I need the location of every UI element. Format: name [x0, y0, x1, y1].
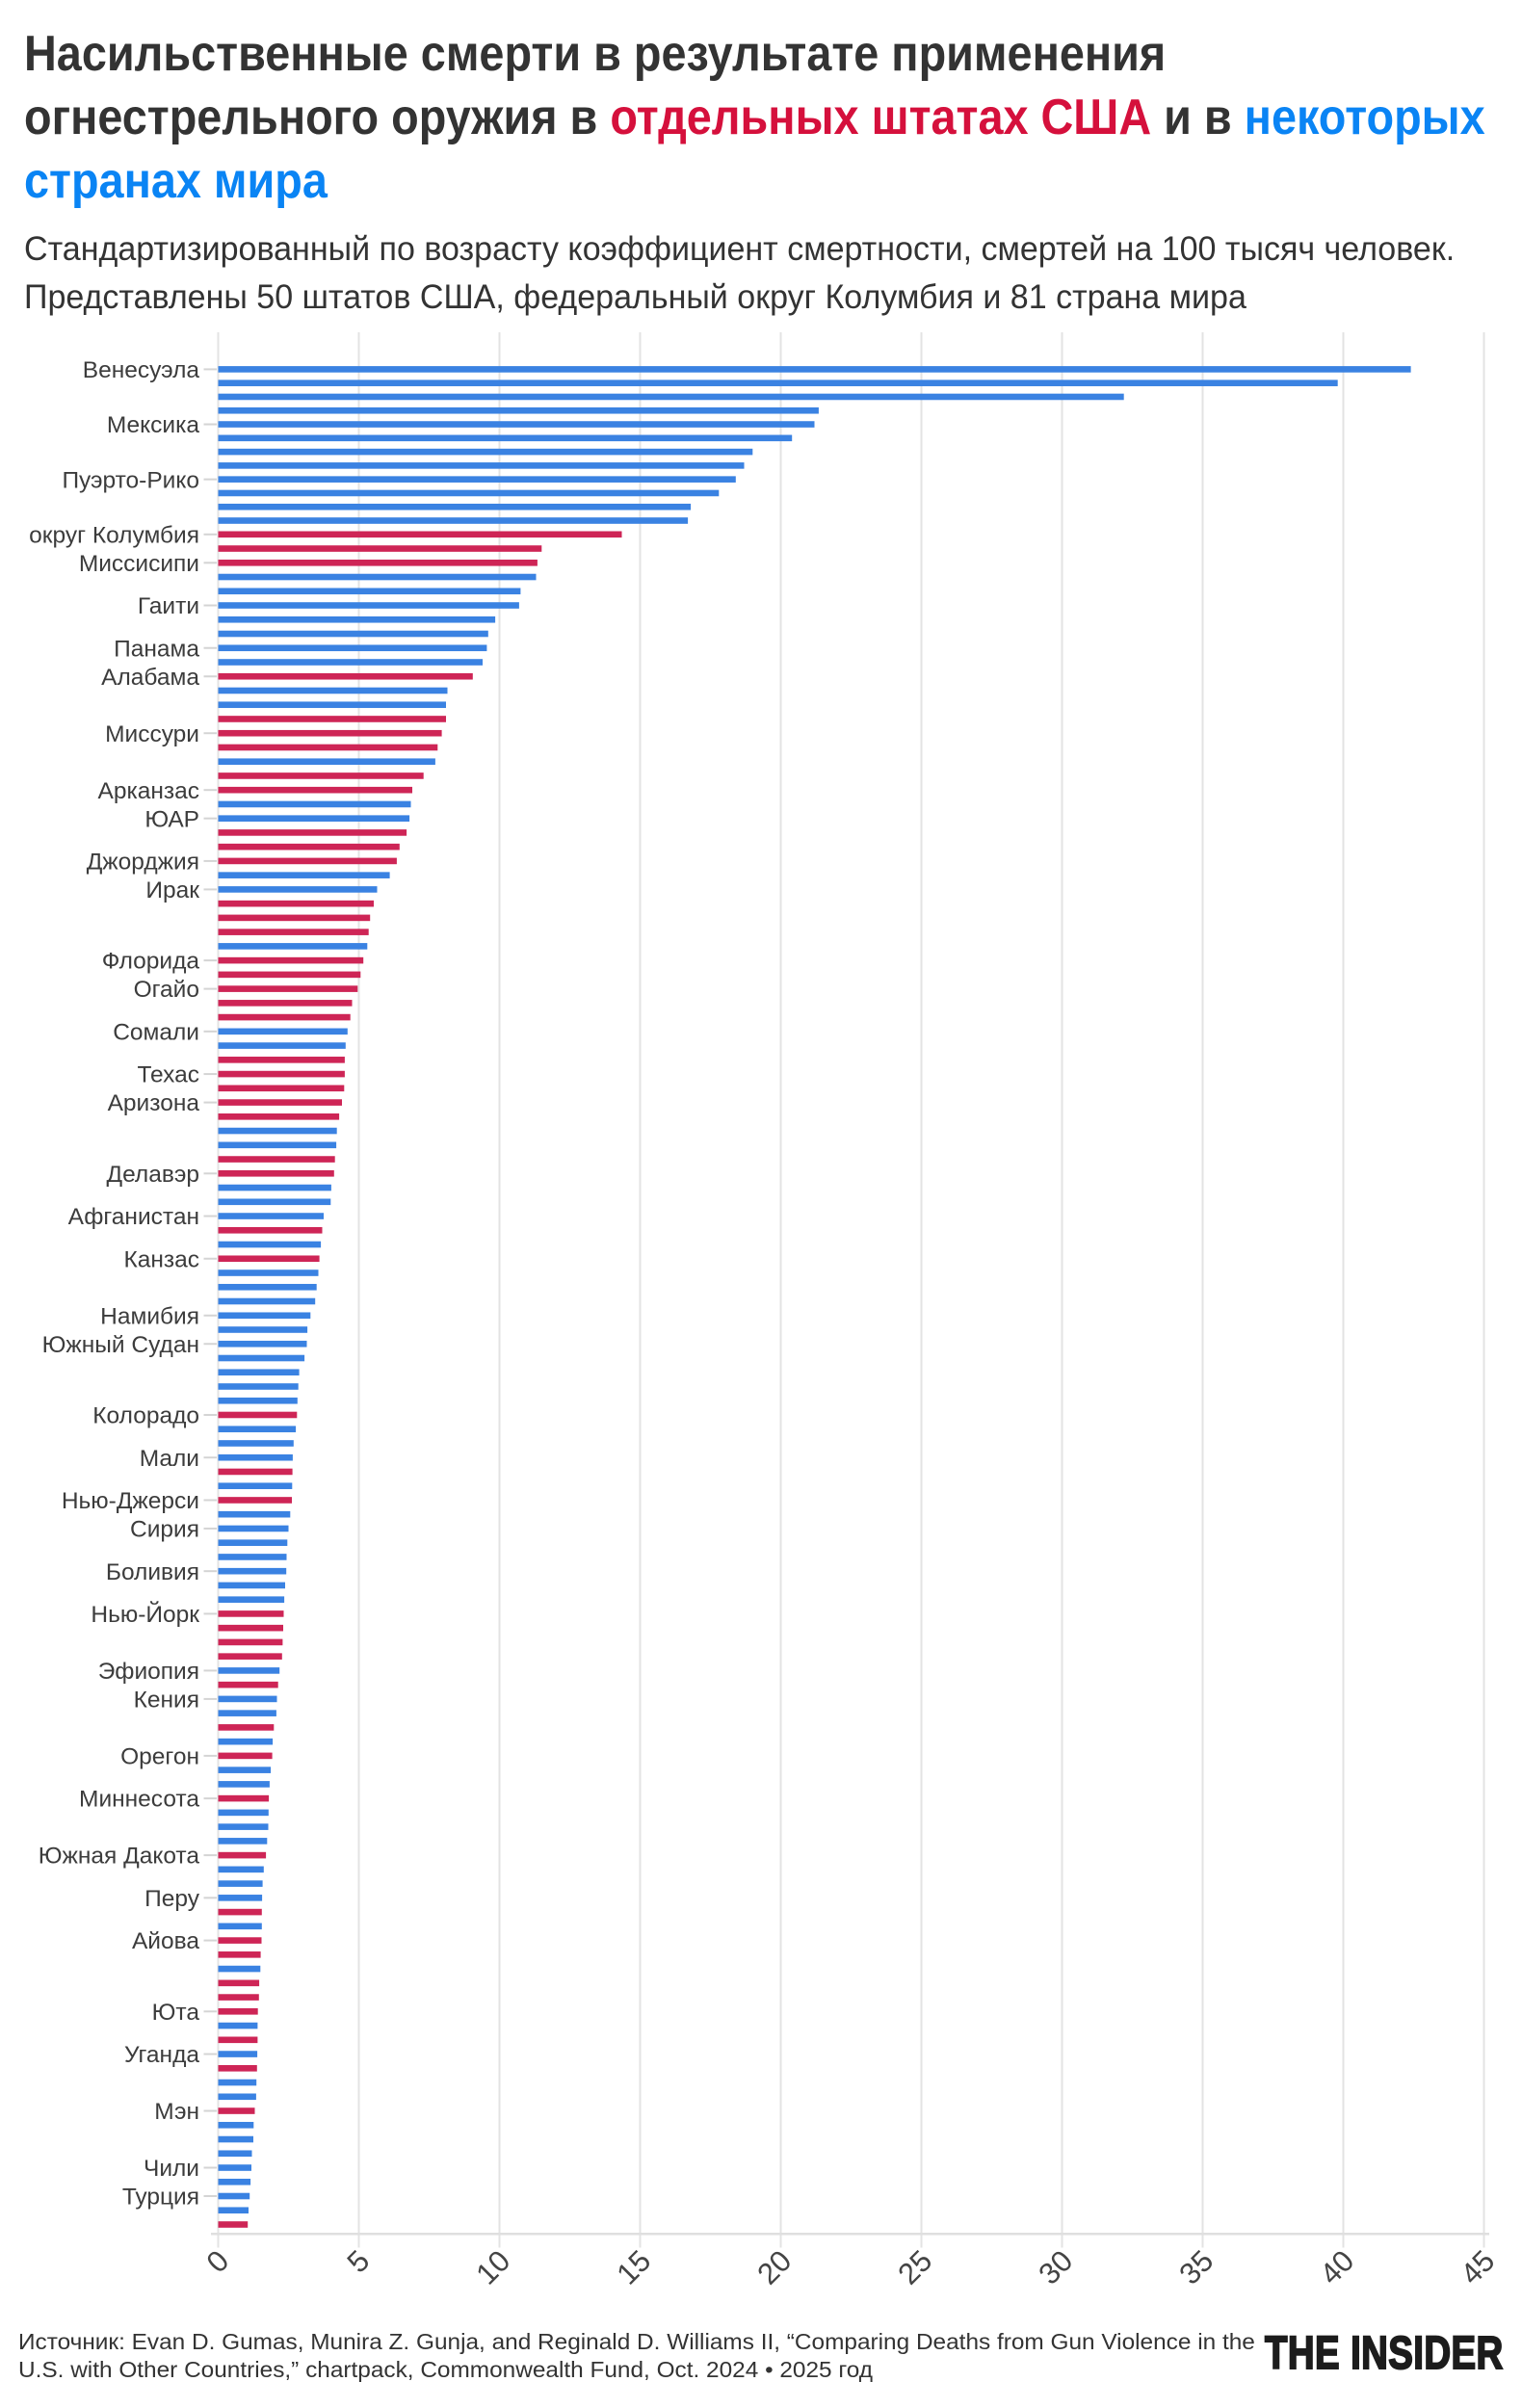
svg-text:Намибия: Намибия — [100, 1303, 199, 1329]
svg-text:Южная Дакота: Южная Дакота — [39, 1844, 200, 1870]
svg-text:Миссури: Миссури — [105, 721, 199, 747]
svg-text:Алабама: Алабама — [101, 665, 199, 691]
svg-text:Миссисипи: Миссисипи — [79, 551, 199, 577]
svg-text:Кения: Кения — [134, 1688, 199, 1714]
svg-text:Сомали: Сомали — [113, 1019, 199, 1045]
svg-text:45: 45 — [1454, 2243, 1501, 2290]
svg-text:30: 30 — [1032, 2243, 1079, 2290]
svg-text:35: 35 — [1172, 2243, 1220, 2290]
svg-text:округ Колумбия: округ Колумбия — [29, 522, 199, 548]
svg-text:Нью-Йорк: Нью-Йорк — [91, 1601, 199, 1628]
svg-text:40: 40 — [1313, 2243, 1360, 2290]
svg-text:Огайо: Огайо — [134, 977, 199, 1003]
svg-text:10: 10 — [469, 2243, 516, 2290]
svg-text:Арканзас: Арканзас — [98, 778, 200, 804]
svg-text:Мэн: Мэн — [154, 2099, 199, 2125]
svg-text:Канзас: Канзас — [123, 1246, 199, 1272]
svg-text:Гаити: Гаити — [138, 593, 199, 619]
svg-text:25: 25 — [891, 2243, 938, 2290]
svg-text:Ирак: Ирак — [145, 877, 199, 903]
svg-text:Чили: Чили — [144, 2156, 199, 2182]
svg-text:Орегон: Орегон — [120, 1743, 199, 1769]
svg-text:Венесуэла: Венесуэла — [83, 357, 200, 383]
svg-text:Техас: Техас — [137, 1062, 199, 1088]
svg-text:Делавэр: Делавэр — [107, 1162, 199, 1188]
svg-text:Колорадо: Колорадо — [92, 1403, 199, 1429]
svg-text:ЮАР: ЮАР — [144, 806, 199, 832]
svg-text:20: 20 — [750, 2243, 798, 2290]
svg-text:Перу: Перу — [144, 1886, 200, 1912]
svg-text:Сирия: Сирия — [130, 1517, 199, 1543]
svg-text:Мексика: Мексика — [107, 412, 199, 438]
svg-text:Мали: Мали — [140, 1446, 199, 1472]
svg-text:Миннесота: Миннесота — [79, 1787, 199, 1813]
svg-text:Уганда: Уганда — [124, 2042, 199, 2068]
svg-text:Боливия: Боливия — [106, 1559, 199, 1585]
svg-text:Афганистан: Афганистан — [68, 1204, 199, 1230]
svg-text:Флорида: Флорида — [102, 949, 200, 975]
svg-text:Эфиопия: Эфиопия — [98, 1659, 199, 1685]
svg-text:Панама: Панама — [114, 636, 199, 662]
svg-text:Нью-Джерси: Нью-Джерси — [62, 1488, 199, 1514]
svg-text:Юта: Юта — [152, 2000, 200, 2026]
svg-text:5: 5 — [341, 2243, 377, 2279]
svg-text:Турция: Турция — [122, 2185, 199, 2211]
svg-text:Южный Судан: Южный Судан — [42, 1332, 199, 1358]
svg-text:Пуэрто-Рико: Пуэрто-Рико — [62, 467, 199, 493]
svg-text:0: 0 — [200, 2243, 236, 2279]
svg-text:Аризона: Аризона — [108, 1090, 200, 1116]
svg-text:Айова: Айова — [132, 1928, 199, 1954]
svg-text:Джорджия: Джорджия — [87, 850, 199, 876]
svg-text:15: 15 — [610, 2243, 657, 2290]
